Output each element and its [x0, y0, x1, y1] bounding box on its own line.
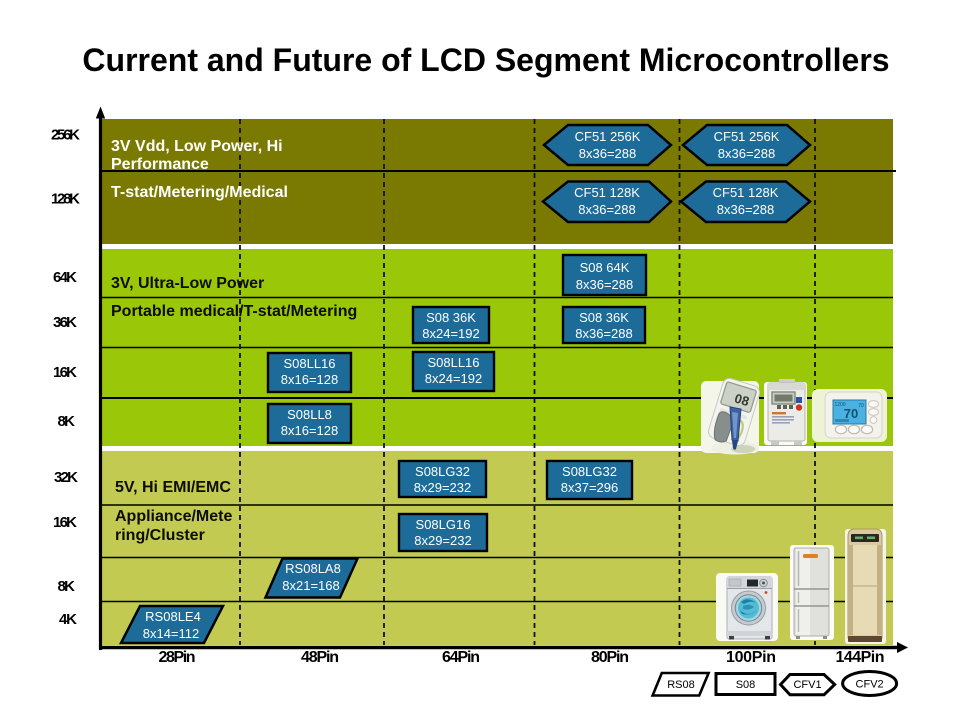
svg-text:S08LL16: S08LL16	[283, 356, 335, 371]
svg-text:8x36=288: 8x36=288	[578, 202, 635, 217]
svg-text:CF51 128K: CF51 128K	[574, 185, 640, 200]
svg-text:CFV2: CFV2	[856, 679, 884, 691]
svg-text:Performance: Performance	[111, 156, 209, 173]
svg-text:16K: 16K	[53, 364, 77, 381]
svg-text:S08LG32: S08LG32	[562, 464, 617, 479]
svg-text:8x36=288: 8x36=288	[575, 326, 632, 341]
svg-text:8x36=288: 8x36=288	[579, 146, 636, 161]
svg-text:08: 08	[733, 390, 751, 409]
svg-text:S08LL8: S08LL8	[287, 407, 332, 422]
svg-text:8x24=192: 8x24=192	[425, 371, 482, 386]
svg-text:3V, Ultra-Low Power: 3V, Ultra-Low Power	[111, 275, 264, 292]
svg-text:RS08LA8: RS08LA8	[285, 561, 341, 576]
svg-text:Appliance/Mete: Appliance/Mete	[115, 508, 232, 525]
svg-text:70: 70	[844, 406, 858, 421]
svg-text:16K: 16K	[53, 514, 77, 531]
svg-text:8x14=112: 8x14=112	[143, 626, 200, 641]
svg-text:4K: 4K	[59, 611, 77, 628]
svg-text:8K: 8K	[58, 413, 76, 430]
svg-text:T-stat/Metering/Medical: T-stat/Metering/Medical	[111, 184, 288, 201]
svg-text:8x21=168: 8x21=168	[282, 578, 339, 593]
svg-text:70: 70	[858, 403, 864, 409]
svg-text:36K: 36K	[53, 314, 77, 331]
svg-text:8x37=296: 8x37=296	[561, 480, 618, 495]
svg-text:S08 36K: S08 36K	[579, 310, 629, 325]
svg-text:144Pin: 144Pin	[836, 649, 885, 666]
svg-text:8x29=232: 8x29=232	[414, 533, 471, 548]
svg-text:CFV1: CFV1	[793, 679, 821, 691]
svg-text:8x36=288: 8x36=288	[718, 146, 775, 161]
svg-text:ring/Cluster: ring/Cluster	[115, 527, 205, 544]
svg-text:100Pin: 100Pin	[726, 649, 776, 666]
svg-text:128K: 128K	[51, 191, 80, 208]
svg-text:CF51 256K: CF51 256K	[575, 129, 641, 144]
svg-text:S08LG16: S08LG16	[416, 517, 471, 532]
svg-text:5V, Hi EMI/EMC: 5V, Hi EMI/EMC	[115, 479, 231, 496]
svg-text:8x16=128: 8x16=128	[281, 423, 338, 438]
svg-text:S08 36K: S08 36K	[426, 310, 476, 325]
svg-text:32K: 32K	[54, 469, 78, 486]
svg-text:S08LL16: S08LL16	[427, 355, 479, 370]
svg-text:3V Vdd, Low Power, Hi: 3V Vdd, Low Power, Hi	[111, 138, 283, 155]
svg-text:S08 64K: S08 64K	[580, 260, 630, 275]
svg-text:CF51 256K: CF51 256K	[714, 129, 780, 144]
svg-text:8x24=192: 8x24=192	[422, 326, 479, 341]
svg-text:256K: 256K	[51, 127, 80, 144]
svg-text:S08: S08	[736, 679, 756, 691]
svg-text:S08LG32: S08LG32	[415, 464, 470, 479]
svg-text:8x16=128: 8x16=128	[281, 372, 338, 387]
svg-text:Portable medical/T-stat/Meteri: Portable medical/T-stat/Metering	[111, 303, 357, 320]
svg-text:8x36=288: 8x36=288	[576, 277, 633, 292]
svg-text:64K: 64K	[53, 269, 77, 286]
svg-text:80Pin: 80Pin	[591, 649, 629, 666]
svg-text:Current and Future of LCD Segm: Current and Future of LCD Segment Microc…	[82, 42, 889, 78]
svg-text:28Pin: 28Pin	[159, 649, 196, 666]
svg-text:8x29=232: 8x29=232	[414, 480, 471, 495]
svg-text:CF51 128K: CF51 128K	[713, 185, 779, 200]
svg-text:8x36=288: 8x36=288	[717, 202, 774, 217]
svg-text:64Pin: 64Pin	[442, 649, 480, 666]
svg-text:RS08LE4: RS08LE4	[145, 609, 201, 624]
svg-text:8K: 8K	[58, 578, 76, 595]
svg-text:1200: 1200	[834, 402, 845, 408]
svg-text:48Pin: 48Pin	[301, 649, 339, 666]
svg-text:RS08: RS08	[667, 679, 695, 691]
